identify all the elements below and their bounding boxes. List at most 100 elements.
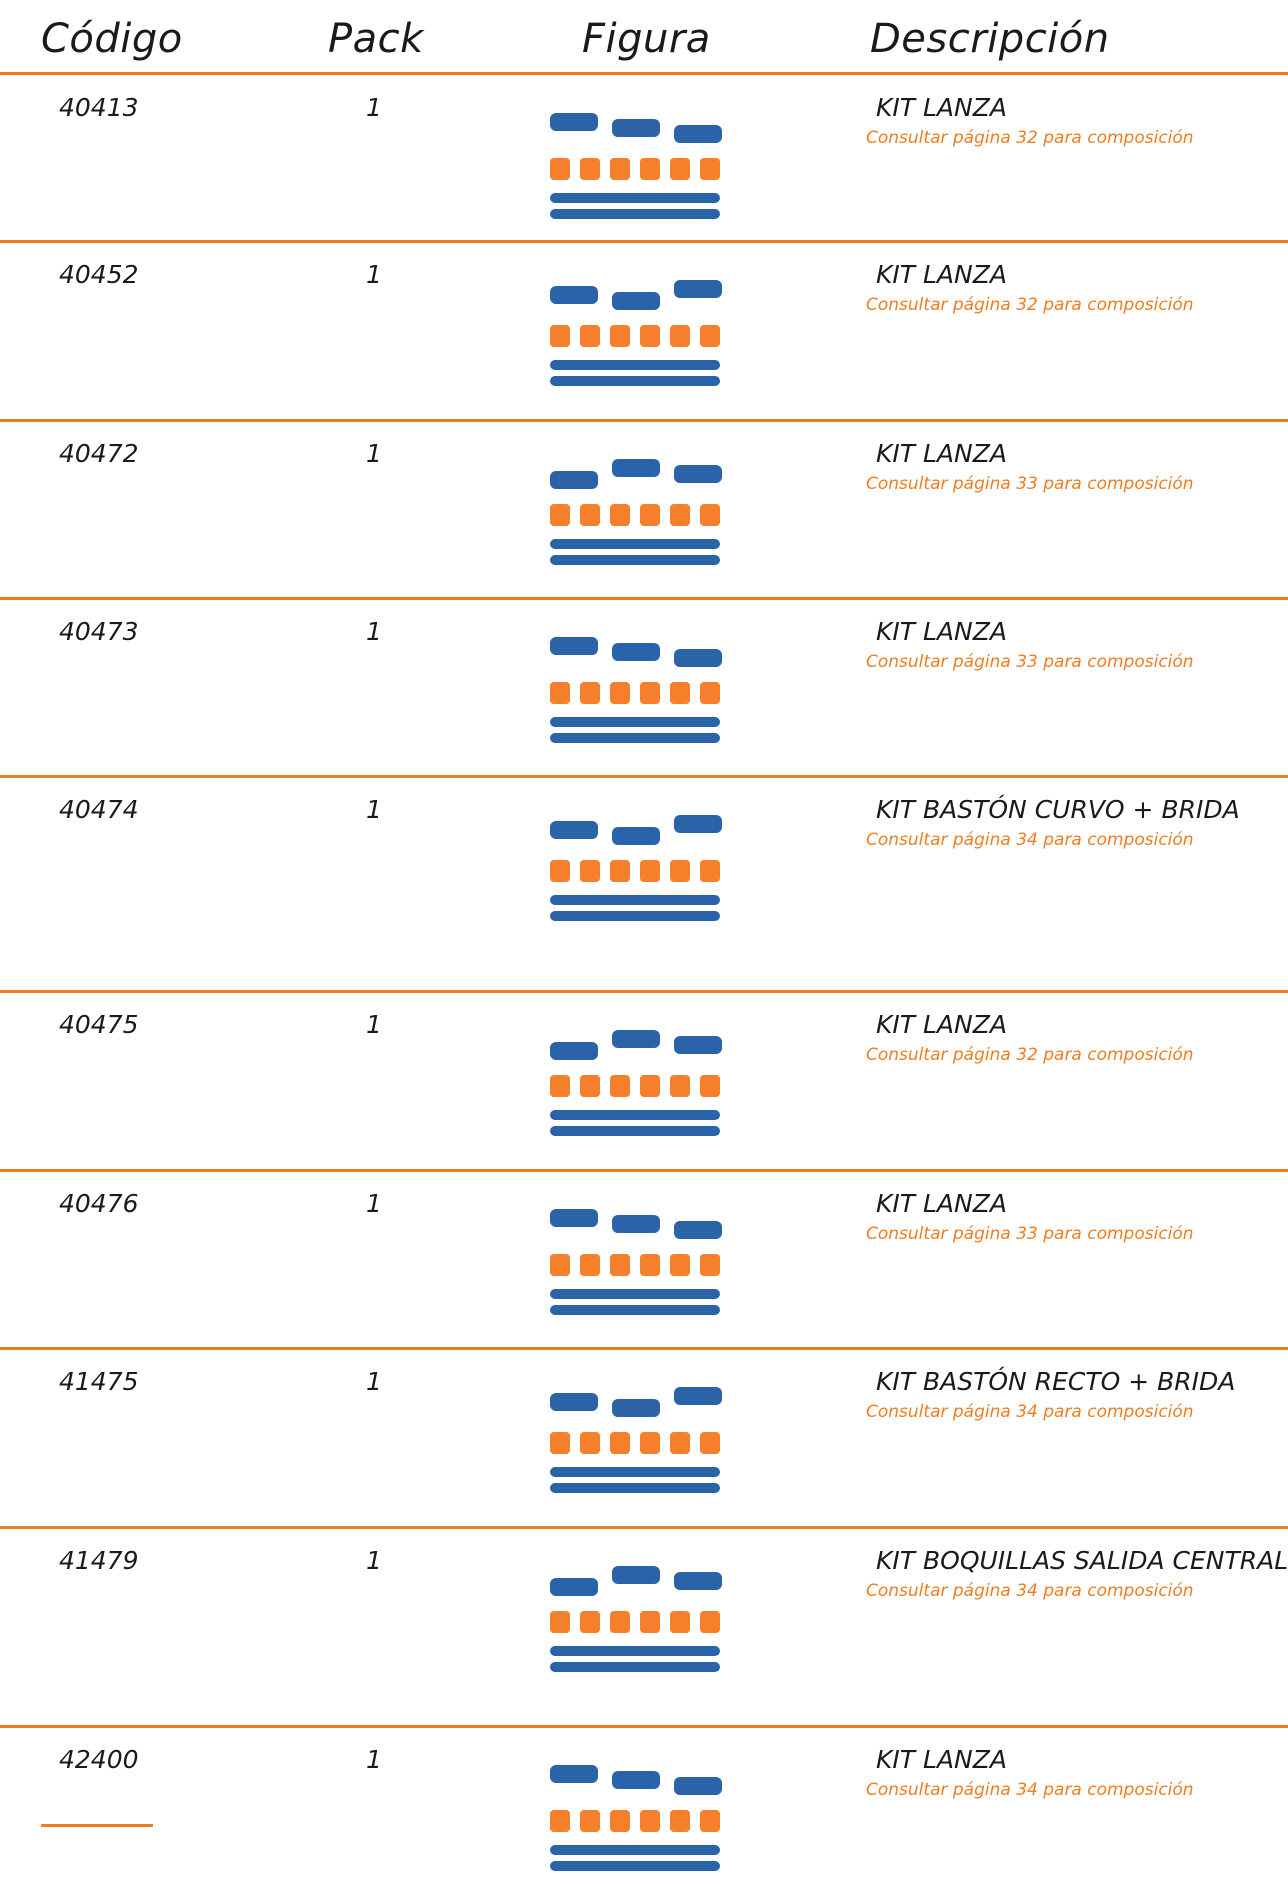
figure-part [640, 1810, 660, 1832]
figure-part [612, 827, 660, 845]
row-rule [0, 1526, 1288, 1529]
header-pack: Pack [328, 16, 424, 62]
pack-qty: 1 [366, 1546, 382, 1575]
figure-part [670, 1432, 690, 1454]
figure-part [640, 1432, 660, 1454]
product-note: Consultar página 32 para composición [866, 128, 1194, 148]
figure-part [670, 682, 690, 704]
figure-part [612, 119, 660, 137]
figure-part [550, 1042, 598, 1060]
product-note: Consultar página 32 para composición [866, 1045, 1194, 1065]
figure-part [674, 1221, 722, 1239]
figure-part [674, 125, 722, 143]
figure-part [550, 504, 570, 526]
figure-part [550, 682, 570, 704]
figure-part [674, 815, 722, 833]
figure-part [612, 1399, 660, 1417]
pack-qty: 1 [366, 93, 382, 122]
product-code: 41475 [59, 1367, 139, 1396]
product-note: Consultar página 34 para composición [866, 1581, 1194, 1601]
product-title: KIT LANZA [876, 1189, 1007, 1218]
figure-part [550, 158, 570, 180]
row-rule [0, 597, 1288, 600]
product-code: 40475 [59, 1010, 139, 1039]
figure-part [610, 860, 630, 882]
figure-part [580, 325, 600, 347]
product-title: KIT LANZA [876, 260, 1007, 289]
product-figure [530, 1367, 750, 1507]
figure-part [640, 504, 660, 526]
pack-qty: 1 [366, 1745, 382, 1774]
figure-part [550, 1578, 598, 1596]
row-rule [0, 1347, 1288, 1350]
figure-part [580, 1432, 600, 1454]
figure-part [640, 158, 660, 180]
figure-part [670, 504, 690, 526]
product-figure [530, 1546, 750, 1686]
row-rule [0, 1169, 1288, 1172]
product-title: KIT LANZA [876, 1745, 1007, 1774]
product-note: Consultar página 32 para composición [866, 295, 1194, 315]
figure-part [580, 860, 600, 882]
figure-part [610, 1611, 630, 1633]
catalog-page: {"header": {"codigo": "Código", "pack": … [0, 0, 1288, 1847]
pack-qty: 1 [366, 1367, 382, 1396]
product-figure [530, 1189, 750, 1329]
product-title: KIT BOQUILLAS SALIDA CENTRAL [876, 1546, 1288, 1575]
figure-part [612, 1566, 660, 1584]
figure-part [670, 325, 690, 347]
product-code: 40452 [59, 260, 139, 289]
figure-part [700, 1432, 720, 1454]
product-title: KIT BASTÓN CURVO + BRIDA [876, 795, 1240, 824]
product-figure [530, 93, 750, 233]
figure-part [640, 1075, 660, 1097]
product-figure [530, 795, 750, 935]
figure-part [674, 1387, 722, 1405]
figure-part [640, 682, 660, 704]
figure-part [550, 1765, 598, 1783]
figure-part [550, 1393, 598, 1411]
product-title: KIT LANZA [876, 617, 1007, 646]
product-title: KIT BASTÓN RECTO + BRIDA [876, 1367, 1235, 1396]
product-code: 40474 [59, 795, 139, 824]
figure-part [550, 1810, 570, 1832]
product-figure [530, 260, 750, 400]
figure-part [580, 1810, 600, 1832]
figure-part [550, 360, 720, 370]
figure-part [550, 637, 598, 655]
figure-part [612, 1030, 660, 1048]
figure-part [550, 895, 720, 905]
figure-part [670, 1075, 690, 1097]
product-note: Consultar página 33 para composición [866, 1224, 1194, 1244]
figure-part [610, 1254, 630, 1276]
product-code: 40472 [59, 439, 139, 468]
product-figure [530, 1745, 750, 1885]
figure-part [610, 1075, 630, 1097]
figure-part [674, 1036, 722, 1054]
figure-part [700, 158, 720, 180]
figure-part [674, 1777, 722, 1795]
product-code: 40473 [59, 617, 139, 646]
figure-part [550, 860, 570, 882]
figure-part [550, 471, 598, 489]
footer-mark [41, 1824, 153, 1827]
pack-qty: 1 [366, 439, 382, 468]
product-figure [530, 617, 750, 757]
figure-part [612, 459, 660, 477]
figure-part [674, 649, 722, 667]
header-descripcion: Descripción [870, 16, 1110, 62]
figure-part [550, 1209, 598, 1227]
figure-part [550, 193, 720, 203]
figure-part [670, 1254, 690, 1276]
product-note: Consultar página 34 para composición [866, 1780, 1194, 1800]
pack-qty: 1 [366, 795, 382, 824]
figure-part [550, 1467, 720, 1477]
figure-part [580, 1611, 600, 1633]
figure-part [580, 1254, 600, 1276]
figure-part [550, 286, 598, 304]
figure-part [700, 504, 720, 526]
product-note: Consultar página 34 para composición [866, 1402, 1194, 1422]
product-note: Consultar página 33 para composición [866, 652, 1194, 672]
header-rule [0, 72, 1288, 75]
figure-part [550, 1289, 720, 1299]
